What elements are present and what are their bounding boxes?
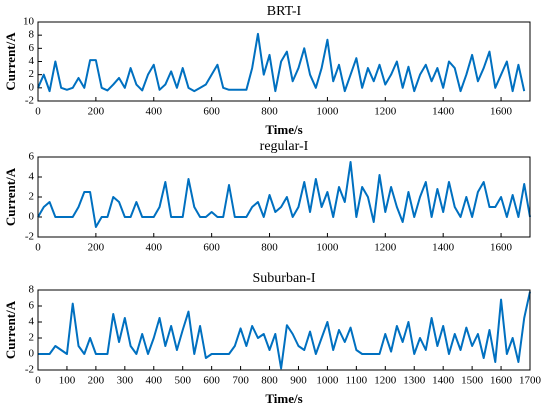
x-tick-label: 1400	[432, 106, 455, 118]
y-tick-label: 6	[29, 42, 35, 54]
data-line	[37, 161, 531, 228]
y-tick-label: 4	[29, 171, 35, 183]
x-tick-label: 800	[261, 242, 278, 254]
y-tick-label: 10	[23, 16, 35, 28]
x-tick-label: 200	[88, 106, 105, 118]
x-tick-label: 100	[59, 375, 76, 387]
y-axis-label: Current/A	[3, 32, 18, 91]
y-tick-label: 4	[29, 55, 35, 67]
axes-frame	[37, 156, 531, 238]
y-tick-label: 8	[29, 29, 35, 41]
y-axis-label: Current/A	[3, 167, 18, 226]
y-axis-label: Current/A	[3, 300, 18, 359]
axes-frame	[37, 289, 531, 371]
y-tick-label: 2	[29, 68, 35, 80]
x-tick-label: 200	[88, 242, 105, 254]
x-tick-label: 1600	[490, 242, 513, 254]
x-tick-label: 1200	[374, 106, 397, 118]
x-tick-label: 1300	[403, 375, 426, 387]
y-tick-label: 2	[29, 191, 35, 203]
x-tick-label: 1100	[346, 375, 368, 387]
data-line	[38, 291, 531, 370]
x-tick-label: 0	[35, 242, 41, 254]
x-tick-label: 1000	[316, 106, 339, 118]
x-tick-label: 400	[146, 375, 163, 387]
y-tick-label: -2	[25, 364, 34, 376]
data-line	[37, 32, 526, 93]
x-tick-label: 1200	[374, 375, 397, 387]
x-axis-label: Time/s	[265, 391, 302, 406]
y-tick-label: 6	[29, 151, 35, 163]
x-tick-label: 400	[146, 242, 163, 254]
x-tick-label: 600	[203, 375, 220, 387]
x-tick-label: 800	[261, 375, 278, 387]
x-tick-label: 600	[203, 242, 220, 254]
y-tick-label: 0	[29, 81, 35, 93]
x-tick-label: 700	[232, 375, 249, 387]
x-tick-label: 1000	[316, 375, 339, 387]
x-tick-label: 1500	[461, 375, 484, 387]
x-tick-label: 200	[88, 375, 105, 387]
x-tick-label: 600	[203, 106, 220, 118]
x-tick-label: 800	[261, 106, 278, 118]
x-tick-label: 1000	[316, 242, 339, 254]
x-tick-label: 1200	[374, 242, 397, 254]
x-tick-label: 900	[290, 375, 307, 387]
x-tick-label: 500	[174, 375, 191, 387]
x-tick-label: 300	[117, 375, 134, 387]
y-tick-label: -2	[25, 231, 34, 243]
y-tick-label: -2	[25, 95, 34, 107]
chart-title: BRT-I	[267, 4, 302, 19]
x-tick-label: 1400	[432, 242, 455, 254]
x-tick-label: 1600	[490, 375, 513, 387]
x-tick-label: 1700	[519, 375, 542, 387]
chart-title: Suburban-I	[253, 271, 316, 286]
x-tick-label: 400	[146, 106, 163, 118]
x-tick-label: 1400	[432, 375, 455, 387]
y-tick-label: 8	[29, 284, 35, 296]
y-tick-label: 0	[29, 348, 35, 360]
chart-title: regular-I	[260, 139, 309, 154]
x-tick-label: 0	[35, 106, 41, 118]
y-tick-label: 0	[29, 211, 35, 223]
y-tick-label: 2	[29, 332, 35, 344]
y-tick-label: 4	[29, 316, 35, 328]
x-axis-label: Time/s	[265, 122, 302, 137]
axes-frame	[37, 21, 531, 102]
y-tick-label: 6	[29, 300, 35, 312]
x-tick-label: 0	[35, 375, 41, 387]
x-tick-label: 1600	[490, 106, 513, 118]
